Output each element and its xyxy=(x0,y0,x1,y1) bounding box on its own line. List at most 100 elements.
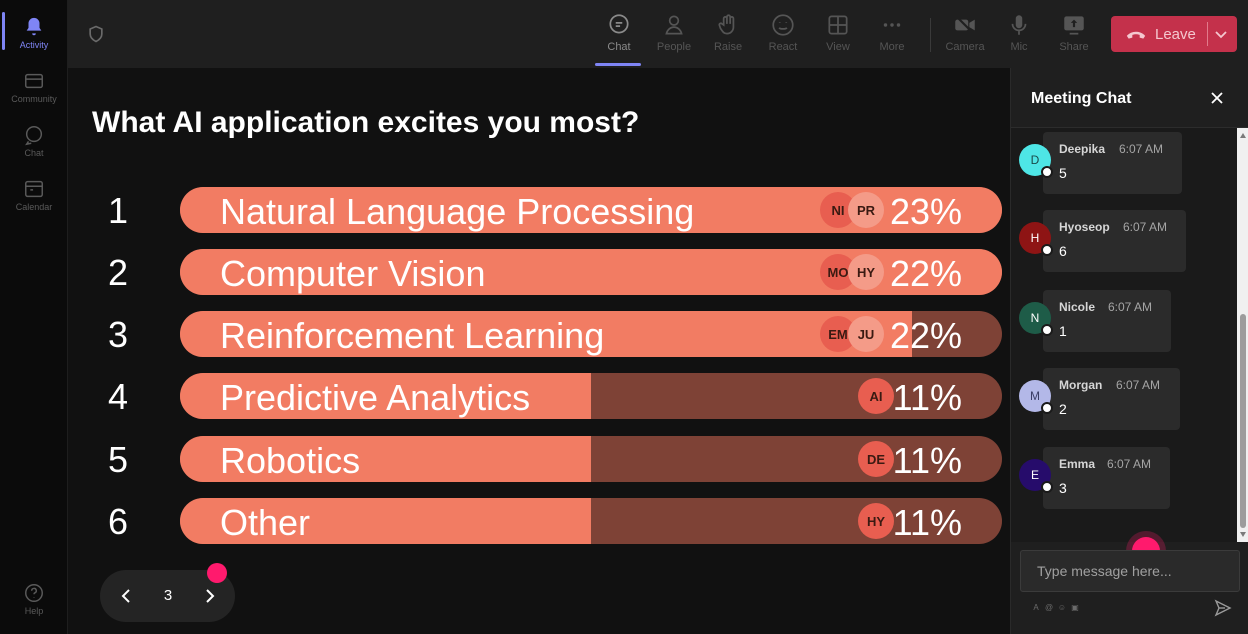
leave-button[interactable]: Leave xyxy=(1111,16,1237,52)
message-bubble: Deepika 6:07 AM 5 xyxy=(1043,132,1182,194)
poll-option-row: 6 Other HY 11% xyxy=(92,497,1004,545)
scrollbar-thumb[interactable] xyxy=(1240,314,1246,528)
raise-hand-button[interactable]: Raise xyxy=(701,8,755,64)
rail-item-activity[interactable]: Activity xyxy=(0,6,68,56)
option-label: Predictive Analytics xyxy=(220,377,531,418)
message-time: 6:07 AM xyxy=(1108,300,1153,314)
rail-item-help[interactable]: Help xyxy=(0,572,68,622)
message-text: 3 xyxy=(1059,480,1067,496)
message-time: 6:07 AM xyxy=(1107,457,1152,471)
format-icon[interactable]: A xyxy=(1033,602,1039,612)
avatar-initial: H xyxy=(1030,231,1040,245)
people-icon xyxy=(665,15,683,35)
more-label: More xyxy=(879,41,905,53)
message-time: 6:07 AM xyxy=(1119,142,1164,156)
presence-status-icon xyxy=(1041,481,1053,493)
react-label: React xyxy=(768,41,798,53)
option-number: 5 xyxy=(108,439,129,480)
poll-option-row: 1 Natural Language Processing NI PR 23% xyxy=(92,186,1004,234)
share-screen-icon xyxy=(1064,16,1084,35)
presence-status-icon xyxy=(1041,244,1053,256)
share-button[interactable]: Share xyxy=(1047,8,1101,64)
sender-name: Emma xyxy=(1059,457,1096,471)
close-icon[interactable] xyxy=(1209,90,1225,106)
avatar[interactable]: N xyxy=(1019,302,1053,336)
option-number: 4 xyxy=(108,376,129,417)
page-number: 3 xyxy=(163,587,173,604)
option-label: Other xyxy=(220,502,311,543)
avatar[interactable]: E xyxy=(1019,459,1053,493)
option-percentage: 11% xyxy=(892,377,962,418)
voter-avatar: AI xyxy=(858,378,894,414)
option-percentage: 11% xyxy=(892,502,962,543)
chat-label: Chat xyxy=(607,41,631,53)
poll-option-row: 4 Predictive Analytics AI 11% xyxy=(92,372,1004,420)
meeting-chat-panel: Meeting Chat Deepika 6:07 AM 5 D Hyoseop 6:07… xyxy=(1010,68,1248,634)
chat-message-list[interactable]: Deepika 6:07 AM 5 D Hyoseop 6:07 AM 6 H Nicole 6:… xyxy=(1011,128,1248,542)
shield-icon[interactable] xyxy=(86,24,106,44)
message-time: 6:07 AM xyxy=(1123,220,1168,234)
message-bubble: Emma 6:07 AM 3 xyxy=(1043,447,1170,509)
meeting-toolbar: Chat People Raise React View More Camera xyxy=(68,0,1248,68)
chevron-right-icon[interactable] xyxy=(200,586,220,606)
people-label: People xyxy=(656,41,692,53)
camera-button[interactable]: Camera xyxy=(938,8,992,64)
gif-icon[interactable]: ▣ xyxy=(1071,602,1079,612)
voter-avatar: JU xyxy=(848,316,884,352)
leave-label: Leave xyxy=(1155,25,1196,43)
scroll-down-arrow-icon[interactable] xyxy=(1239,530,1247,538)
option-percentage: 23% xyxy=(889,191,962,232)
mic-button[interactable]: Mic xyxy=(992,8,1046,64)
poll-option-row: 3 Reinforcement Learning EM JU 22% xyxy=(92,310,1004,358)
avatar[interactable]: H xyxy=(1019,222,1053,256)
raise-label: Raise xyxy=(713,41,743,53)
rail-label: Community xyxy=(11,94,57,104)
people-button[interactable]: People xyxy=(647,8,701,64)
chat-button[interactable]: Chat xyxy=(592,8,646,66)
chevron-left-icon[interactable] xyxy=(116,586,136,606)
result-bar: Robotics DE 11% xyxy=(180,436,1002,482)
hand-icon xyxy=(718,14,735,35)
attach-icon[interactable]: @ xyxy=(1044,602,1054,612)
emoji-icon[interactable]: ☺ xyxy=(1057,602,1067,612)
poll-option-row: 2 Computer Vision MO HY 22% xyxy=(92,248,1004,296)
option-percentage: 22% xyxy=(889,253,962,294)
avatar[interactable]: D xyxy=(1019,144,1053,178)
format-toolbar: A @ ☺ ▣ xyxy=(1031,602,1080,612)
chevron-down-icon[interactable] xyxy=(1213,27,1229,41)
message-input[interactable] xyxy=(1021,551,1241,591)
bell-icon xyxy=(26,17,42,36)
mic-label: Mic xyxy=(1010,41,1028,53)
voter-avatar: HY xyxy=(858,503,894,539)
help-icon xyxy=(25,584,43,602)
rail-label: Help xyxy=(24,606,44,616)
view-button[interactable]: View xyxy=(811,8,865,64)
react-button[interactable]: React xyxy=(756,8,810,64)
option-percentage: 11% xyxy=(892,440,962,481)
more-icon xyxy=(883,23,901,27)
result-bar-fill xyxy=(180,373,591,419)
voter-avatar: MO xyxy=(820,254,856,290)
presence-status-icon xyxy=(1041,324,1053,336)
result-bar: Computer Vision MO HY 22% xyxy=(180,249,1002,295)
presence-status-icon xyxy=(1041,166,1053,178)
mic-icon xyxy=(1011,15,1027,35)
more-button[interactable]: More xyxy=(865,8,919,64)
toolbar-divider xyxy=(930,18,931,52)
send-icon[interactable] xyxy=(1214,599,1232,617)
app-rail: Activity Community Chat Calendar Help xyxy=(0,0,68,634)
avatar[interactable]: M xyxy=(1019,380,1053,414)
rail-item-chat[interactable]: Chat xyxy=(0,114,68,164)
option-label: Natural Language Processing xyxy=(220,191,695,232)
cursor-indicator xyxy=(207,563,227,583)
result-bar-fill xyxy=(180,311,912,357)
message-text: 5 xyxy=(1059,165,1067,181)
grid-icon xyxy=(828,15,848,35)
message-composer[interactable] xyxy=(1020,550,1241,592)
rail-item-community[interactable]: Community xyxy=(0,60,68,110)
leave-divider xyxy=(1207,22,1208,46)
rail-item-calendar[interactable]: Calendar xyxy=(0,168,68,218)
presence-status-icon xyxy=(1041,402,1053,414)
scroll-up-arrow-icon[interactable] xyxy=(1239,132,1247,140)
